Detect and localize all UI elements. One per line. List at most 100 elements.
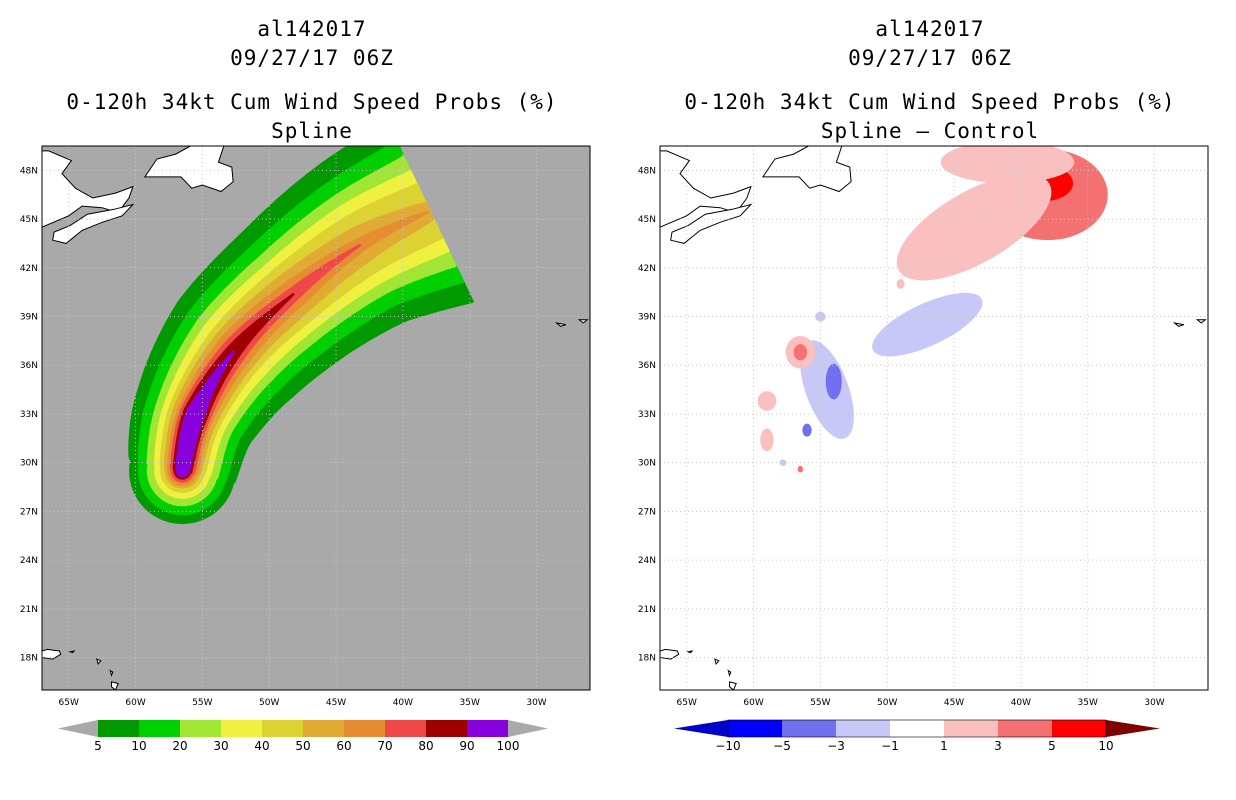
colorbar-swatch [385, 720, 426, 737]
left-subtitle: Spline [271, 119, 353, 143]
x-tick-label: 35W [460, 698, 480, 708]
colorbar-label: 3 [994, 739, 1002, 753]
y-tick-label: 30N [20, 459, 38, 469]
right-title: 0-120h 34kt Cum Wind Speed Probs (%) [684, 90, 1176, 114]
colorbar-swatch [998, 720, 1052, 737]
anomaly-region-10 [757, 391, 777, 411]
anomaly-region-2 [896, 173, 1052, 281]
coastline-9 [1195, 319, 1207, 324]
colorbar-label: 40 [254, 739, 269, 753]
y-tick-label: 30N [638, 459, 656, 469]
colorbar-label: 70 [377, 739, 392, 753]
colorbar-swatch [467, 720, 508, 737]
coastline-9 [577, 319, 589, 324]
y-tick-label: 45N [20, 215, 38, 225]
y-tick-label: 18N [20, 654, 38, 664]
colorbar-swatch [944, 720, 998, 737]
x-tick-label: 65W [59, 698, 79, 708]
anomaly-region-9 [793, 344, 808, 361]
colorbar-swatch [139, 720, 180, 737]
coastline-5 [714, 658, 720, 666]
colorbar-swatch [728, 720, 782, 737]
colorbar-label: 100 [497, 739, 520, 753]
y-tick-label: 33N [20, 410, 38, 420]
colorbar-swatch [303, 720, 344, 737]
coastline-2 [143, 146, 234, 193]
colorbar-label: 10 [131, 739, 146, 753]
anomaly-region-15 [896, 279, 905, 289]
x-tick-label: 40W [1011, 698, 1031, 708]
left-storm-id: al142017 [257, 17, 367, 41]
y-tick-label: 48N [20, 166, 38, 176]
y-tick-label: 42N [638, 264, 656, 274]
x-tick-label: 30W [526, 698, 546, 708]
coastline-6 [109, 669, 114, 677]
x-tick-label: 50W [259, 698, 279, 708]
coastline-2 [761, 146, 852, 193]
y-tick-label: 42N [20, 264, 38, 274]
colorbar-label: 1 [940, 739, 948, 753]
colorbar-label: −1 [881, 739, 899, 753]
x-tick-label: 55W [810, 698, 830, 708]
x-tick-label: 60W [743, 698, 763, 708]
colorbar-label: 80 [418, 739, 433, 753]
y-tick-label: 24N [20, 556, 38, 566]
x-tick-label: 65W [677, 698, 697, 708]
colorbar-swatch [890, 720, 944, 737]
colorbar-label: 30 [213, 739, 228, 753]
x-tick-label: 50W [877, 698, 897, 708]
colorbar-high-arrow [1106, 720, 1160, 737]
anomaly-region-13 [779, 459, 787, 466]
left-title: 0-120h 34kt Cum Wind Speed Probs (%) [66, 90, 558, 114]
coastline-1 [52, 203, 135, 244]
coastline-3 [42, 648, 62, 660]
x-tick-label: 35W [1078, 698, 1098, 708]
coastline-8 [1172, 322, 1185, 327]
y-tick-label: 45N [638, 215, 656, 225]
y-tick-label: 39N [20, 313, 38, 323]
y-tick-label: 18N [638, 654, 656, 664]
y-tick-label: 27N [20, 507, 38, 517]
y-tick-label: 21N [638, 605, 656, 615]
coastline-7 [729, 681, 737, 690]
y-tick-label: 33N [638, 410, 656, 420]
anomaly-region-4 [872, 292, 983, 357]
anomaly-region-6 [825, 363, 842, 400]
colorbar-swatch [344, 720, 385, 737]
coastline-8 [554, 322, 567, 327]
x-tick-label: 30W [1144, 698, 1164, 708]
prob-contour-cap-90 [175, 464, 190, 478]
plot-frame [41, 145, 591, 691]
colorbar-1: 5 10 20 30 40 50 60 70 80 90 100 [58, 720, 548, 753]
colorbar-swatch [98, 720, 139, 737]
colorbar-label: 60 [336, 739, 351, 753]
coastline-3 [660, 648, 680, 660]
plot-frame [659, 145, 1209, 691]
colorbar-label: 50 [295, 739, 310, 753]
coastline-4 [68, 650, 76, 654]
colorbar-high-arrow [508, 720, 548, 737]
colorbar-2: −10 −5 −3 −1 1 3 5 10 [674, 719, 1160, 753]
colorbar-low-arrow [58, 720, 98, 737]
colorbar-label: −10 [715, 739, 740, 753]
anomaly-region-3 [940, 146, 1075, 184]
prob-contour-90 [174, 350, 235, 474]
colorbar-label: 20 [172, 739, 187, 753]
y-tick-label: 48N [638, 166, 656, 176]
x-tick-label: 40W [393, 698, 413, 708]
colorbar-label: 10 [1098, 739, 1113, 753]
colorbar-swatch [426, 720, 467, 737]
coastline-0 [42, 150, 134, 228]
colorbar-label: −3 [827, 739, 845, 753]
x-tick-label: 45W [326, 698, 346, 708]
right-subtitle: Spline – Control [820, 119, 1040, 143]
y-tick-label: 36N [20, 361, 38, 371]
colorbar-low-arrow [674, 720, 728, 737]
x-tick-label: 55W [192, 698, 212, 708]
panel-2-plot: 65W 60W 55W 50W 45W 40W 35W 30W 18N 21N 24N 27N 30N 3… [638, 145, 1209, 708]
panel-1-plot: 65W 60W 55W 50W 45W 40W 35W 30W 18N 21N 24N 27N 30N 3… [20, 145, 591, 708]
colorbar-label: 5 [94, 739, 102, 753]
y-tick-label: 24N [638, 556, 656, 566]
coastline-4 [686, 650, 694, 654]
